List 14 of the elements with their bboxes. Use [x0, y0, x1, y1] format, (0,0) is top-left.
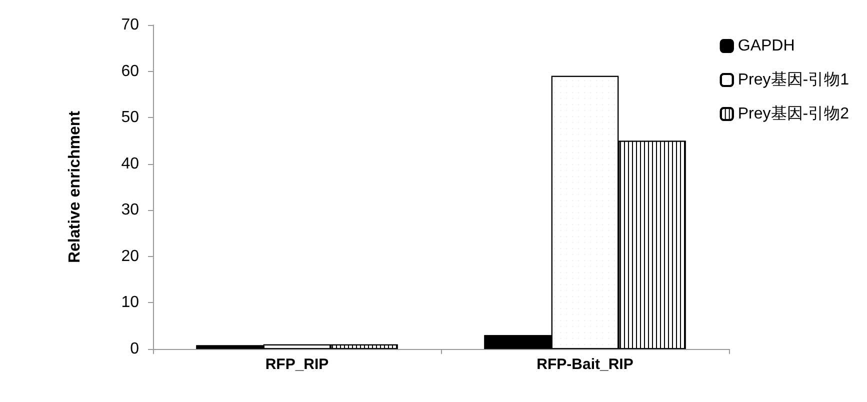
y-tick-label: 20	[121, 248, 140, 265]
y-axis-title: Relative enrichment	[66, 110, 84, 264]
y-tick-label: 10	[121, 294, 140, 312]
y-tick-label: 0	[130, 340, 140, 358]
legend-label: Prey基因-引物1	[738, 70, 850, 88]
y-tick-label: 40	[121, 155, 140, 172]
x-tick-label: RFP_RIP	[265, 356, 329, 373]
y-tick-label: 70	[121, 16, 140, 34]
legend-label: GAPDH	[738, 38, 795, 54]
legend-label: Prey基因-引物2	[738, 104, 850, 122]
y-tick-label: 50	[121, 109, 140, 126]
y-tick-label: 30	[121, 202, 140, 219]
y-tick-label: 60	[121, 62, 140, 80]
x-tick-label: RFP-Bait_RIP	[536, 356, 634, 373]
